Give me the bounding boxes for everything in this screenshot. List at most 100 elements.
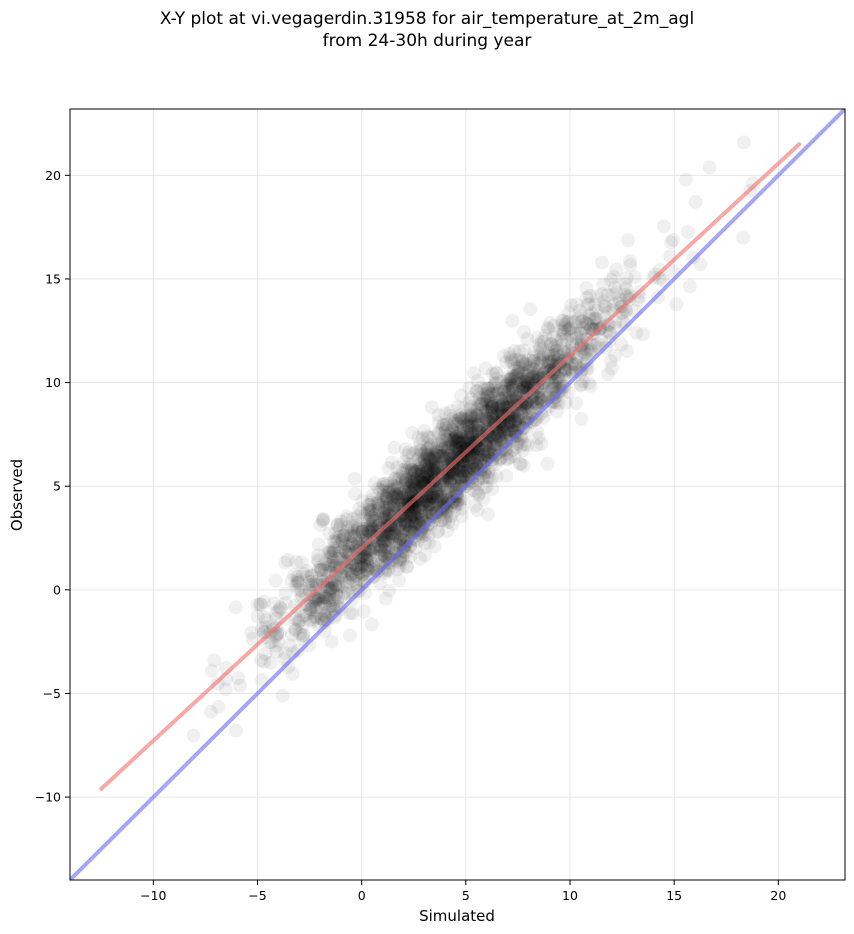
scatter-point	[448, 441, 463, 456]
scatter-point	[459, 454, 474, 469]
scatter-point	[421, 461, 436, 476]
scatter-point	[623, 254, 638, 268]
scatter-point	[485, 404, 500, 419]
scatter-point	[575, 314, 589, 329]
scatter-point	[411, 464, 426, 479]
scatter-point	[480, 447, 495, 462]
scatter-point	[457, 491, 472, 506]
scatter-point	[746, 176, 761, 191]
scatter-point	[357, 558, 372, 573]
scatter-point	[452, 461, 467, 476]
scatter-point	[431, 437, 446, 452]
scatter-point	[363, 497, 377, 512]
scatter-point	[463, 427, 478, 442]
scatter-point	[403, 514, 418, 529]
scatter-point	[430, 489, 445, 504]
scatter-point	[363, 522, 378, 537]
scatter-point	[408, 508, 423, 523]
scatter-point	[408, 466, 423, 481]
scatter-point	[379, 490, 394, 504]
scatter-point	[436, 448, 450, 463]
scatter-point	[587, 312, 602, 327]
chart-title-block: X-Y plot at vi.vegagerdin.31958 for air_…	[0, 8, 854, 52]
scatter-point	[418, 469, 433, 484]
scatter-point	[393, 516, 408, 531]
scatter-point	[583, 344, 598, 359]
scatter-point	[541, 354, 556, 369]
scatter-point	[462, 395, 477, 410]
scatter-point	[412, 475, 427, 490]
scatter-point	[464, 451, 479, 466]
scatter-point	[482, 397, 497, 411]
scatter-point	[345, 537, 360, 552]
scatter-point	[400, 476, 415, 491]
scatter-point	[461, 458, 476, 473]
scatter-point	[354, 566, 369, 581]
scatter-point	[328, 578, 343, 593]
scatter-point	[335, 555, 350, 570]
scatter-point	[465, 411, 480, 426]
scatter-point	[504, 352, 519, 367]
scatter-point	[410, 471, 425, 486]
scatter-point	[505, 313, 520, 328]
scatter-point	[377, 536, 392, 551]
scatter-point	[405, 507, 420, 522]
scatter-point	[395, 490, 410, 505]
scatter-point	[446, 417, 461, 432]
scatter-point	[508, 369, 523, 384]
scatter-point	[434, 492, 449, 507]
scatter-point	[496, 422, 511, 437]
scatter-point	[518, 373, 533, 388]
scatter-point	[463, 460, 478, 475]
scatter-point	[340, 524, 355, 539]
scatter-point	[455, 465, 470, 480]
scatter-point	[420, 442, 435, 457]
scatter-point	[361, 523, 376, 538]
scatter-point	[389, 480, 404, 495]
scatter-point	[623, 258, 638, 273]
scatter-point	[535, 354, 550, 368]
scatter-point	[411, 513, 426, 528]
scatter-point	[403, 474, 418, 489]
scatter-point	[400, 521, 415, 536]
scatter-point	[429, 484, 444, 499]
scatter-point	[514, 406, 529, 421]
scatter-point	[393, 469, 408, 484]
scatter-point	[519, 400, 534, 415]
scatter-point	[402, 500, 417, 515]
scatter-point	[337, 586, 352, 601]
scatter-point	[329, 580, 344, 595]
scatter-point	[343, 561, 358, 576]
scatter-point	[459, 413, 473, 428]
scatter-point	[344, 522, 359, 537]
scatter-point	[365, 488, 380, 503]
scatter-point	[421, 499, 436, 514]
scatter-point	[363, 503, 378, 518]
scatter-point	[228, 600, 243, 615]
scatter-point	[453, 464, 468, 479]
scatter-point	[311, 537, 326, 552]
scatter-point	[312, 591, 327, 606]
scatter-point	[288, 578, 303, 593]
scatter-point	[510, 394, 524, 409]
scatter-point	[395, 473, 410, 488]
scatter-point	[501, 384, 516, 398]
y-axis-label: Observed	[8, 459, 26, 531]
scatter-point	[527, 344, 542, 359]
scatter-point	[521, 368, 536, 383]
scatter-point	[579, 281, 594, 295]
scatter-point	[423, 500, 438, 515]
scatter-point	[460, 429, 475, 444]
scatter-point	[304, 569, 319, 584]
scatter-point	[290, 573, 305, 588]
scatter-point	[390, 529, 405, 544]
scatter-point	[507, 414, 522, 429]
scatter-point	[484, 436, 499, 451]
scatter-point	[376, 494, 391, 509]
scatter-point	[431, 482, 446, 497]
scatter-point	[450, 435, 465, 450]
scatter-point	[520, 378, 535, 393]
scatter-point	[481, 386, 496, 401]
scatter-point	[288, 611, 303, 626]
scatter-point	[515, 389, 530, 404]
